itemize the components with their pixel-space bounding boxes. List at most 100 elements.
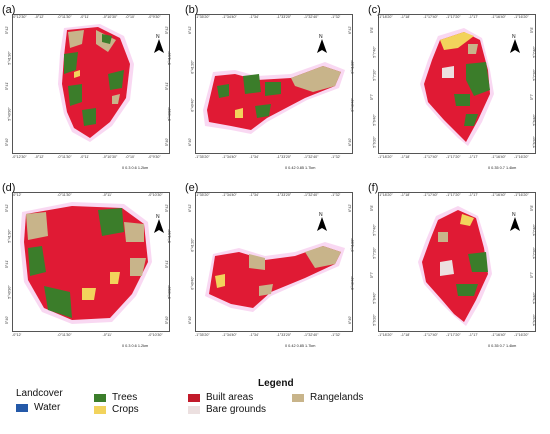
- graticule-label: 6°41'20": [350, 60, 355, 75]
- graticule-label: 5°40': [165, 137, 170, 147]
- graticule-label: -1°34'40": [222, 155, 237, 159]
- graticule-label: 5°41'30": [7, 229, 12, 243]
- graticule-label: -0°10': [125, 155, 135, 159]
- scale-bar: 0 0.42 0.85 1.7km: [285, 166, 316, 170]
- graticule-label: 5°6'40": [372, 113, 377, 126]
- graticule-label: 6°42': [188, 25, 193, 35]
- panel-label-d: (d): [2, 182, 16, 194]
- graticule-label: 5°7': [370, 94, 375, 101]
- graticule-label: -0°12': [12, 193, 22, 197]
- landcover-map-d: [20, 202, 152, 324]
- panel-label-b: (b): [185, 4, 199, 16]
- graticule-label: 5°40'30": [7, 107, 12, 121]
- graticule-label: -1°34'40": [222, 15, 237, 19]
- graticule-label: 6°40': [348, 315, 353, 325]
- map-panel-d: (d) 0 0.3 0.6 1.2km N -0°12' -0°11'30" -0°…: [2, 182, 178, 359]
- graticule-label: -0°11': [80, 155, 90, 159]
- graticule-label: 5°6'20": [532, 136, 537, 148]
- graticule-label: 5°40'30": [167, 107, 172, 121]
- graticule-label: 6°40'40": [350, 275, 355, 290]
- legend-item-trees: Trees: [94, 392, 137, 403]
- graticule-label: 5°7'20": [532, 69, 537, 81]
- graticule-label: -1°18': [400, 333, 410, 337]
- graticule-label: 5°41'30": [167, 229, 172, 243]
- graticule-label: -0°12'30": [12, 155, 27, 159]
- graticule-label: 5°7'20": [372, 69, 377, 81]
- graticule-label: 5°42': [5, 203, 10, 213]
- graticule-label: -1°18': [400, 193, 410, 197]
- graticule-label: -1°33'20": [276, 193, 292, 197]
- graticule-label: -0°10'30": [148, 333, 163, 337]
- graticule-label: -1°33'20": [276, 333, 292, 337]
- panel-label-c: (c): [368, 4, 381, 16]
- graticule-label: -0°10'30": [102, 15, 118, 19]
- graticule-label: 5°6'40": [372, 291, 377, 304]
- graticule-label: 5°6'40": [532, 113, 537, 126]
- graticule-label: 5°7': [530, 272, 535, 279]
- panel-label-f: (f): [368, 182, 379, 194]
- graticule-label: -0°11'30": [57, 193, 72, 197]
- legend-item-range: Rangelands: [292, 392, 363, 403]
- graticule-label: 5°42': [5, 25, 10, 35]
- graticule-label: -1°16'20": [514, 333, 529, 337]
- graticule-label: -1°35'20": [195, 333, 210, 337]
- graticule-label: 5°7': [370, 272, 375, 279]
- graticule-label: -1°18'20": [378, 333, 393, 337]
- graticule-label: -1°32'40": [303, 193, 319, 197]
- graticule-label: -1°34': [249, 193, 259, 197]
- graticule-label: -1°17'40": [423, 193, 438, 197]
- graticule-label: -0°11': [102, 333, 112, 337]
- graticule-label: 5°6'20": [532, 314, 537, 326]
- graticule-label: 6°41'20": [190, 60, 195, 75]
- north-arrow-icon: N: [152, 34, 166, 54]
- graticule-label: -1°17'20": [446, 193, 461, 197]
- legend-title: Legend: [258, 378, 294, 389]
- graticule-label: 5°8': [530, 26, 535, 34]
- graticule-label: -1°35'20": [195, 193, 210, 197]
- graticule-label: -1°32': [331, 155, 341, 159]
- graticule-label: 5°7'20": [372, 247, 377, 259]
- graticule-label: 5°7'20": [532, 247, 537, 259]
- landcover-map-f: [418, 206, 492, 326]
- graticule-label: -0°10': [125, 15, 135, 19]
- graticule-label: 5°7'40": [372, 224, 377, 237]
- scale-bar: 0 0.3 0.6 1.2km: [122, 344, 149, 348]
- graticule-label: -1°32': [331, 333, 341, 337]
- graticule-label: 5°6'20": [372, 314, 377, 326]
- graticule-label: 6°40': [188, 137, 193, 147]
- graticule-label: 5°7'40": [532, 224, 537, 237]
- graticule-label: -1°35'20": [195, 155, 210, 159]
- map-panel-a: (a) 0 0.3 0.6 1.2km N -0°12'30" -0°12' -0°…: [2, 4, 178, 181]
- graticule-label: -1°17': [468, 15, 478, 19]
- graticule-label: -1°18': [400, 155, 410, 159]
- map-legend: Legend Landcover Water Trees Crops Built…: [0, 370, 550, 434]
- graticule-label: -1°34': [249, 155, 259, 159]
- graticule-label: 6°40'40": [350, 97, 355, 112]
- graticule-label: -1°17'40": [423, 333, 438, 337]
- graticule-label: -0°11'30": [57, 15, 72, 19]
- graticule-label: -0°12': [12, 333, 22, 337]
- scale-bar: 0 0.35 0.7 1.4km: [488, 344, 517, 348]
- graticule-label: -1°32': [331, 15, 341, 19]
- graticule-label: -0°12': [34, 155, 44, 159]
- graticule-label: 5°42': [165, 203, 170, 213]
- built-swatch: [188, 393, 200, 402]
- graticule-label: 6°40'40": [190, 97, 195, 112]
- map-panel-b: (b) 0 0.42 0.85 1.7km N -1°35'20" -1°34'4…: [185, 4, 361, 181]
- panel-label-a: (a): [2, 4, 16, 16]
- graticule-label: 5°41': [5, 81, 10, 91]
- graticule-label: -0°12': [34, 15, 44, 19]
- bare-swatch: [188, 405, 200, 414]
- graticule-label: 5°40': [165, 315, 170, 325]
- graticule-label: 5°41': [165, 259, 170, 269]
- graticule-label: 5°41': [5, 259, 10, 269]
- graticule-label: 6°40'40": [190, 275, 195, 290]
- graticule-label: -1°17': [468, 155, 478, 159]
- graticule-label: 6°40': [348, 137, 353, 147]
- graticule-label: -1°34': [249, 15, 259, 19]
- landcover-map-b: [203, 62, 345, 134]
- graticule-label: -1°16'20": [514, 193, 529, 197]
- landcover-map-c: [420, 28, 494, 146]
- graticule-label: 5°42': [165, 25, 170, 35]
- graticule-label: 5°8': [370, 204, 375, 212]
